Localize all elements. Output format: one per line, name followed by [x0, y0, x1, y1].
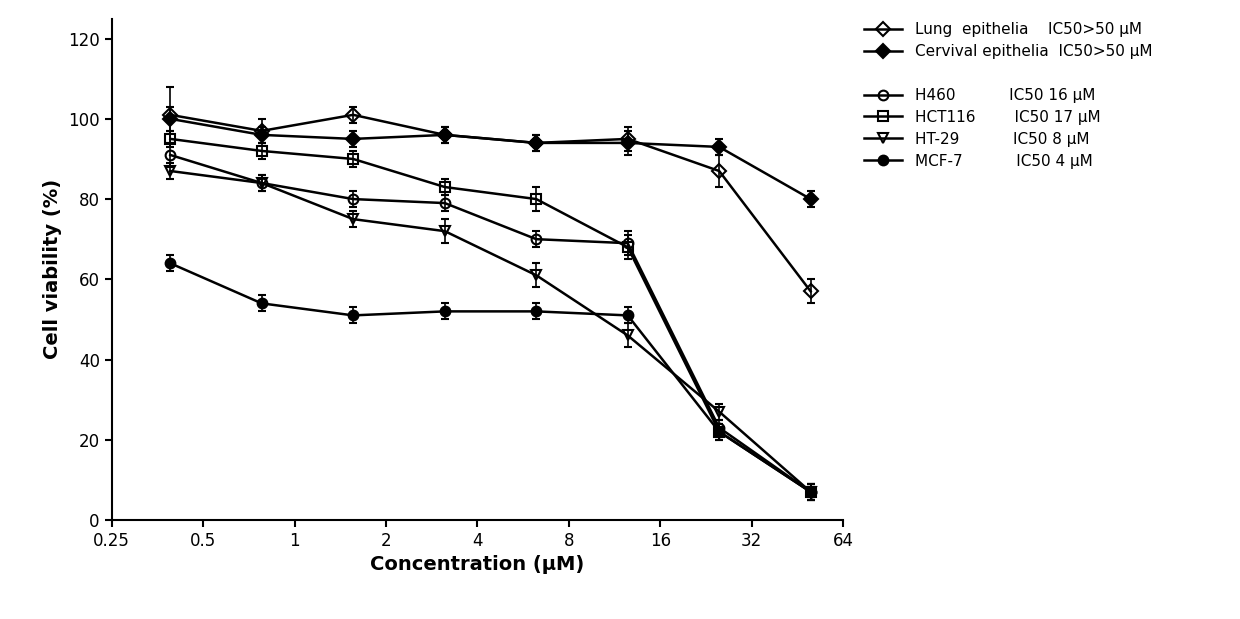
- Y-axis label: Cell viability (%): Cell viability (%): [43, 180, 62, 359]
- Legend: Lung  epithelia    IC50>50 μM, Cervival epithelia  IC50>50 μM, , H460           : Lung epithelia IC50>50 μM, Cervival epit…: [858, 16, 1158, 175]
- X-axis label: Concentration (μM): Concentration (μM): [371, 555, 584, 574]
